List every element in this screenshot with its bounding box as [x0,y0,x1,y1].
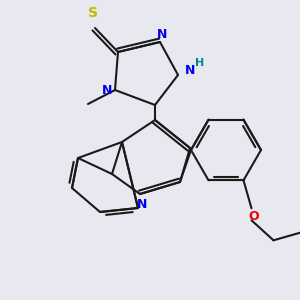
Text: N: N [137,197,147,211]
Text: H: H [195,58,205,68]
Text: S: S [88,6,98,20]
Text: N: N [157,28,167,40]
Text: N: N [185,64,195,76]
Text: N: N [102,83,112,97]
Text: O: O [248,210,259,223]
